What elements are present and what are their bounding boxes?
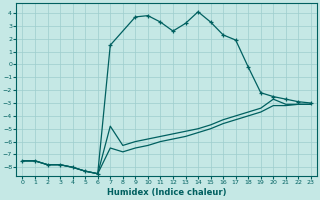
- X-axis label: Humidex (Indice chaleur): Humidex (Indice chaleur): [107, 188, 227, 197]
